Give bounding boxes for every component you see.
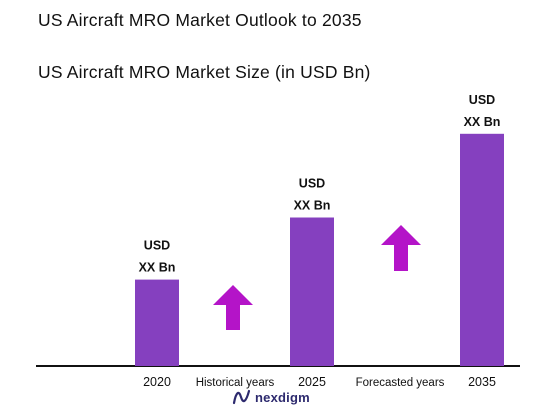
up-arrow-icon-1 (213, 285, 253, 330)
bar-value-label-2035-2: XX Bn (464, 115, 501, 129)
period-label-2: Forecasted years (356, 377, 445, 389)
page-title: US Aircraft MRO Market Outlook to 2035 (38, 10, 362, 30)
bar-value-label-2025-2: XX Bn (294, 199, 331, 213)
period-label-1: Historical years (196, 377, 275, 389)
bar-2025 (290, 217, 334, 366)
bar-value-label-2025-1: USD (299, 177, 325, 191)
bar-2020 (135, 279, 179, 366)
bar-value-label-2020-2: XX Bn (139, 261, 176, 275)
x-tick-label-2020: 2020 (143, 375, 171, 389)
bar-2035 (460, 133, 504, 366)
logo-text: nexdigm (255, 389, 310, 405)
nexdigm-logo: nexdigm (232, 388, 310, 406)
nexdigm-n-mark-icon (232, 389, 251, 405)
up-arrow-icon-2 (381, 225, 421, 271)
bar-value-label-2035-1: USD (469, 93, 495, 107)
x-tick-label-2035: 2035 (468, 375, 496, 389)
bar-value-label-2020-1: USD (144, 239, 170, 253)
x-tick-label-2025: 2025 (298, 375, 326, 389)
chart-title: US Aircraft MRO Market Size (in USD Bn) (38, 62, 371, 82)
